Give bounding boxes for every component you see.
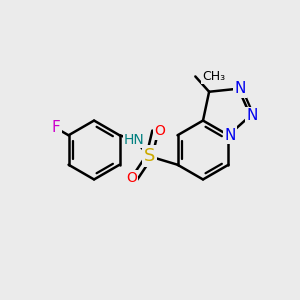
Text: S: S [144,147,155,165]
Text: CH₃: CH₃ [203,70,226,83]
Text: O: O [126,171,137,185]
Text: O: O [154,124,165,138]
Text: F: F [51,120,60,135]
Text: N: N [246,108,257,123]
Text: N: N [234,81,246,96]
Text: HN: HN [124,133,145,147]
Text: N: N [224,128,236,143]
